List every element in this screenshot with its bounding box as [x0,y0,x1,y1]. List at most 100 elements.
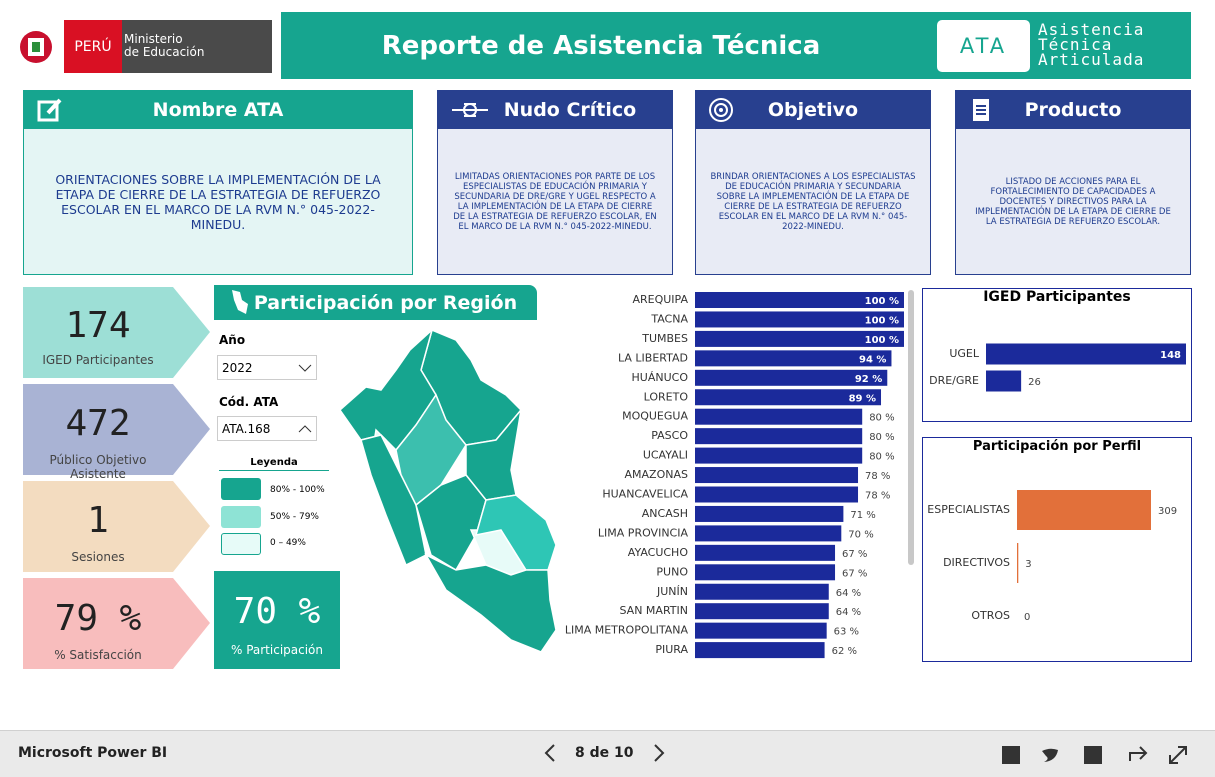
category-label: UCAYALI [643,449,688,462]
card-title: Objetivo [696,91,930,129]
category-label: DIRECTIVOS [943,556,1010,569]
twitter[interactable] [1042,748,1058,762]
logo-line: Técnica [1038,35,1113,54]
category-label: AYACUCHO [628,546,689,559]
value-label: 94 % [859,354,886,365]
logo-line: Articulada [1038,50,1145,69]
legend-item: 0 – 49% [270,538,306,548]
chart-title: Participación por Perfil [972,439,1142,454]
legend-swatch [221,506,261,528]
category-label: OTROS [971,609,1010,622]
bar [695,525,842,542]
kpi-value: 174 [65,305,131,346]
filter-dropdown[interactable]: 2022 [217,355,317,380]
category-label: PIURA [655,643,688,656]
share[interactable] [1129,746,1148,761]
logo-line: Asistencia [1038,20,1145,39]
category-label: AREQUIPA [632,293,688,306]
bar [986,343,1186,365]
card-icon [973,99,989,121]
value-label: 309 [1158,506,1177,517]
category-label: DRE/GRE [929,374,979,387]
bar [695,428,863,445]
value-label: 78 % [865,471,890,482]
value-label: 100 % [865,335,899,346]
chart-box [922,437,1192,662]
kpi-shapes [23,287,210,669]
category-label: PASCO [651,429,688,442]
legend-item: 50% - 79% [270,512,319,522]
category-label: ANCASH [642,507,688,520]
section-title: Participación por Región [214,285,537,320]
bar [695,583,829,600]
section-icon [232,290,248,314]
next-page[interactable] [652,743,666,763]
legend-swatch [221,478,261,500]
linkedin[interactable] [1084,746,1102,764]
card-title: Producto [956,91,1190,129]
page-indicator: 8 de 10 [575,745,634,761]
category-label: TACNA [650,312,688,325]
legend-title: Leyenda [219,457,329,471]
prev-page[interactable] [543,743,557,763]
category-label: AMAZONAS [625,468,688,481]
kpi-shape [23,384,210,475]
bar [695,408,863,425]
kpi-value: 472 [65,403,131,444]
category-label: LIMA PROVINCIA [598,526,689,539]
chevron [298,364,312,372]
bar [695,486,859,503]
value-label: 78 % [865,491,890,502]
category-label: UGEL [949,347,980,360]
value-label: 100 % [865,296,899,307]
card-body: LIMITADAS ORIENTACIONES POR PARTE DE LOS… [453,171,657,232]
card-icon [452,103,488,117]
kpi-value: 79 % [54,598,142,639]
value-label: 67 % [842,568,867,579]
emblem [8,20,64,73]
kpi-label: Sesiones [71,550,125,564]
bar [695,447,863,464]
card: Producto LISTADO DE ACCIONES PARA EL FOR… [955,90,1191,275]
ministry-line: Ministerio [124,32,183,46]
map [339,327,557,653]
facebook[interactable] [1002,746,1020,764]
category-label: JUNÍN [656,585,688,598]
category-label: MOQUEGUA [622,410,688,423]
share-icons [1002,746,1187,764]
scrollbar[interactable] [908,290,914,565]
value-label: 26 [1028,377,1041,388]
card-title: Nombre ATA [24,91,412,129]
fullscreen[interactable] [1169,746,1187,764]
brand: Microsoft Power BI [18,745,168,761]
value-label: 3 [1025,559,1031,570]
category-label: LORETO [644,390,689,403]
value-label: 71 % [850,510,875,521]
value-label: 63 % [834,627,859,638]
kpi-label: % Satisfacción [54,648,142,662]
bar [1017,490,1151,530]
value-label: 80 % [869,452,894,463]
category-label: LA LIBERTAD [618,351,688,364]
kpi-shape [23,578,210,669]
card-body: LISTADO DE ACCIONES PARA EL FORTALECIMIE… [975,176,1171,227]
country: PERÚ [64,20,122,73]
value-label: 0 [1024,612,1030,623]
filter-label: Cód. ATA [219,395,279,409]
category-label: HUÁNUCO [632,371,689,384]
value-label: 67 % [842,549,867,560]
card: Nudo Crítico LIMITADAS ORIENTACIONES POR… [437,90,673,275]
category-label: PUNO [656,565,688,578]
filter-value: ATA.168 [222,422,271,436]
bar [695,505,844,522]
filter-dropdown[interactable]: ATA.168 [217,416,317,441]
bar [695,467,859,484]
category-label: TUMBES [641,332,688,345]
chart-box [922,288,1192,422]
filter-value: 2022 [222,361,253,375]
value-label: 148 [1160,350,1181,361]
bar [695,564,836,581]
emblem-icon [20,31,52,63]
